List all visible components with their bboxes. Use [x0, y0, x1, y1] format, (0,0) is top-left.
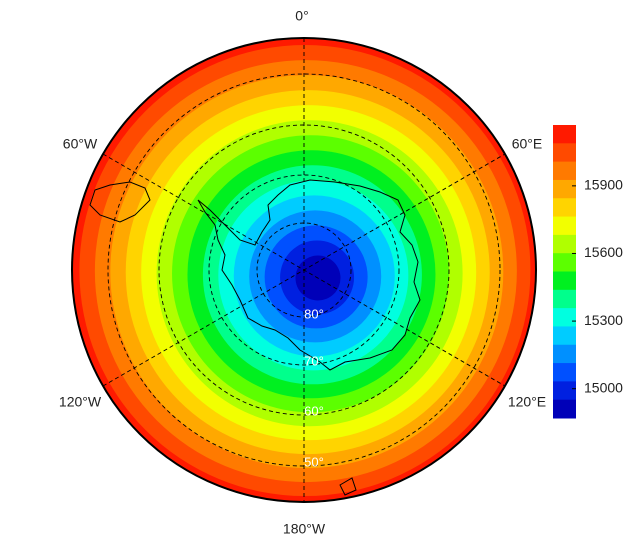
- lat-circle: [208, 174, 400, 366]
- lat-circle: [158, 124, 450, 416]
- colorbar-band: [553, 326, 576, 346]
- lat-circle: [107, 73, 501, 467]
- colorbar-band: [553, 179, 576, 199]
- lon-label: 60°W: [63, 136, 98, 152]
- meridian: [102, 153, 506, 387]
- map-border: [71, 37, 537, 503]
- lon-label: 180°W: [283, 521, 326, 537]
- graticule: [102, 38, 506, 502]
- lat-label: 80°: [304, 306, 324, 321]
- lon-label: 0°: [295, 8, 308, 24]
- colorbar-tick-label: 15600: [584, 244, 623, 260]
- colorbar-band: [553, 344, 576, 364]
- lat-label: 60°: [304, 403, 324, 418]
- colorbar-band: [553, 216, 576, 236]
- colorbar-band: [553, 234, 576, 254]
- colorbar-tick-label: 15000: [584, 379, 623, 395]
- colorbar-band: [553, 308, 576, 327]
- colorbar-band: [553, 381, 576, 401]
- colorbar-band: [553, 253, 576, 272]
- colorbar-tick-label: 15300: [584, 312, 623, 328]
- antarctica-coastline: [89, 179, 421, 496]
- colorbar-band: [553, 161, 576, 181]
- colorbar-band: [553, 143, 576, 163]
- lon-label: 60°E: [512, 136, 543, 152]
- lat-label: 70°: [304, 353, 324, 368]
- colorbar: 15000 15300 15600 15900: [553, 125, 623, 419]
- colorbar-band: [553, 289, 576, 309]
- colorbar-band: [553, 399, 576, 419]
- lat-label: 50°: [304, 454, 324, 469]
- colorbar-tick-label: 15900: [584, 177, 623, 193]
- lon-label: 120°W: [59, 394, 102, 410]
- colorbar-band: [553, 271, 576, 291]
- colorbar-band: [553, 125, 576, 144]
- colorbar-band: [553, 198, 576, 218]
- lat-circle: [256, 222, 352, 318]
- colorbar-band: [553, 363, 576, 382]
- lon-label: 120°E: [508, 394, 546, 410]
